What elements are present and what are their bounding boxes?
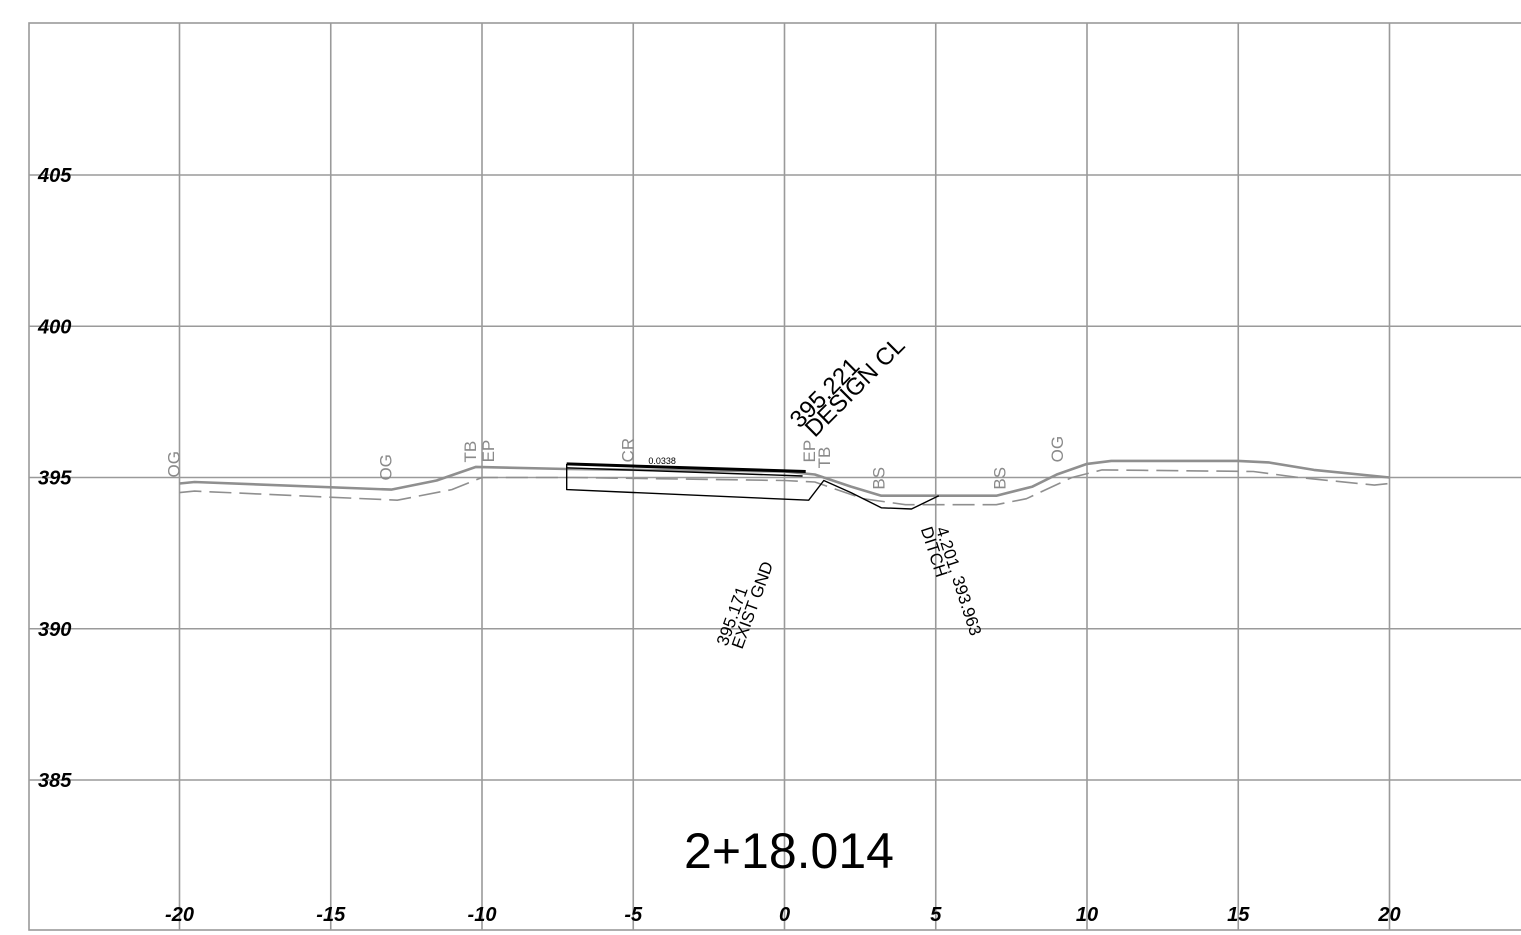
annotation-label: TB: [461, 441, 480, 463]
annotation-label: EP: [479, 440, 498, 463]
annotation-label: CR: [618, 438, 637, 463]
station-label: 2+18.014: [684, 823, 894, 879]
profile-line-dashed-gray: [179, 469, 1390, 506]
x-axis-labels: -20 -15 -10 -5 0 5 10 15 20: [165, 904, 1401, 926]
profile-lines: [179, 459, 1390, 510]
x-tick-label: 0: [779, 904, 790, 926]
profile-line-design-section: [566, 463, 940, 510]
annotation-label: OG: [376, 454, 395, 480]
annotation-label: OG: [165, 451, 184, 477]
annotation-label: 0.0338: [648, 456, 676, 466]
annotation-label: EP: [800, 440, 819, 463]
y-axis-labels: 405 400 395 390 385: [37, 165, 72, 792]
x-tick-label: -20: [165, 904, 194, 926]
x-tick-label: -15: [316, 904, 346, 926]
annotation-label: BS: [869, 467, 888, 490]
x-tick-label: -10: [468, 904, 497, 926]
annotation-label: BS: [990, 467, 1009, 490]
annotation-label: OG: [1048, 436, 1067, 462]
profile-line-solid-gray: [179, 459, 1390, 498]
y-tick-label: 400: [37, 316, 71, 338]
profile-line-design-base: [566, 467, 803, 477]
plot-frame: [28, 22, 1521, 931]
y-tick-label: 385: [38, 770, 72, 792]
y-tick-label: 395: [38, 468, 72, 490]
x-tick-label: -5: [624, 904, 643, 926]
y-tick-label: 390: [38, 619, 71, 641]
y-tick-label: 405: [37, 165, 72, 187]
x-tick-label: 5: [930, 904, 942, 926]
x-tick-label: 15: [1227, 904, 1250, 926]
x-tick-label: 10: [1076, 904, 1098, 926]
profile-line-design-top: [566, 462, 806, 473]
grid: [28, 22, 1521, 931]
annotation-label: TB: [815, 447, 834, 469]
x-tick-label: 20: [1377, 904, 1400, 926]
